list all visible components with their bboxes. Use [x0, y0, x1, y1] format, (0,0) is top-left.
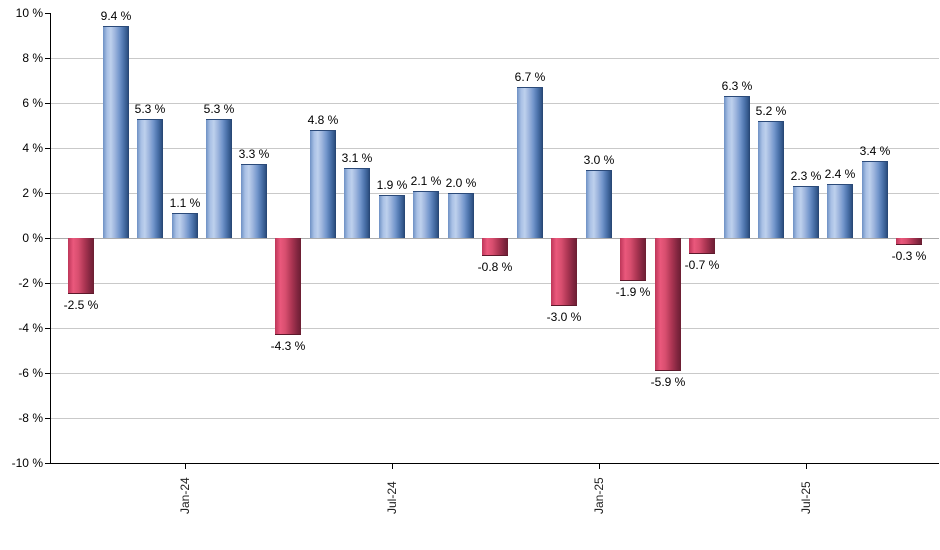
y-axis-tick-label: 8 % — [22, 51, 43, 65]
bar-value-label: 1.9 % — [376, 178, 408, 192]
y-axis-tick — [45, 463, 50, 464]
positive-return-bar — [379, 195, 405, 238]
positive-return-bar — [103, 26, 129, 238]
gridline — [51, 58, 939, 59]
y-axis-tick-label: -10 % — [11, 456, 43, 470]
negative-return-bar — [655, 238, 681, 371]
gridline — [51, 328, 939, 329]
positive-return-bar — [758, 121, 784, 238]
y-axis-tick — [45, 418, 50, 419]
gridline — [51, 193, 939, 194]
y-axis-tick-label: -8 % — [18, 411, 43, 425]
negative-return-bar — [68, 238, 94, 294]
bar-value-label: 6.7 % — [514, 70, 546, 84]
positive-return-bar — [344, 168, 370, 238]
bar-value-label: 6.3 % — [721, 79, 753, 93]
negative-return-bar — [689, 238, 715, 254]
negative-return-bar — [896, 238, 922, 245]
x-axis-line — [50, 463, 939, 464]
gridline — [51, 103, 939, 104]
x-axis-tick-label: Jul-24 — [385, 481, 399, 514]
positive-return-bar — [862, 161, 888, 238]
bar-value-label: 5.2 % — [755, 104, 787, 118]
negative-return-bar — [275, 238, 301, 335]
positive-return-bar — [206, 119, 232, 238]
positive-return-bar — [517, 87, 543, 238]
positive-return-bar — [586, 170, 612, 238]
positive-return-bar — [172, 213, 198, 238]
positive-return-bar — [241, 164, 267, 238]
bar-value-label: -2.5 % — [63, 298, 99, 312]
y-axis-tick-label: 2 % — [22, 186, 43, 200]
gridline — [51, 373, 939, 374]
bar-value-label: 2.3 % — [790, 169, 822, 183]
x-axis-tick — [185, 463, 186, 469]
positive-return-bar — [793, 186, 819, 238]
positive-return-bar — [724, 96, 750, 238]
y-axis-line — [50, 13, 51, 464]
bar-value-label: 3.1 % — [341, 151, 373, 165]
bar-value-label: -5.9 % — [650, 375, 686, 389]
y-axis-tick-label: 6 % — [22, 96, 43, 110]
x-axis-tick — [599, 463, 600, 469]
x-axis-tick-label: Jan-24 — [178, 477, 192, 514]
bar-value-label: 2.4 % — [824, 167, 856, 181]
y-axis-tick — [45, 58, 50, 59]
bar-value-label: 2.0 % — [445, 176, 477, 190]
bar-value-label: -1.9 % — [615, 285, 651, 299]
gridline — [51, 283, 939, 284]
bar-value-label: -0.3 % — [891, 249, 927, 263]
bar-value-label: -4.3 % — [270, 339, 306, 353]
y-axis-tick — [45, 238, 50, 239]
bar-value-label: 9.4 % — [100, 9, 132, 23]
y-axis-tick — [45, 13, 50, 14]
x-axis-tick — [392, 463, 393, 469]
y-axis-tick — [45, 283, 50, 284]
bar-value-label: 2.1 % — [410, 174, 442, 188]
y-axis-tick-label: -6 % — [18, 366, 43, 380]
y-axis-tick — [45, 148, 50, 149]
x-axis-tick-label: Jan-25 — [592, 477, 606, 514]
gridline — [51, 148, 939, 149]
x-axis-tick — [806, 463, 807, 469]
negative-return-bar — [551, 238, 577, 306]
y-axis-tick — [45, 373, 50, 374]
positive-return-bar — [137, 119, 163, 238]
negative-return-bar — [482, 238, 508, 256]
bar-value-label: 3.0 % — [583, 153, 615, 167]
positive-return-bar — [827, 184, 853, 238]
gridline — [51, 418, 939, 419]
positive-return-bar — [448, 193, 474, 238]
y-axis-tick-label: 4 % — [22, 141, 43, 155]
bar-value-label: -3.0 % — [546, 310, 582, 324]
bar-value-label: 1.1 % — [169, 196, 201, 210]
positive-return-bar — [310, 130, 336, 238]
y-axis-tick — [45, 193, 50, 194]
bar-value-label: 5.3 % — [134, 102, 166, 116]
y-axis-tick-label: 10 % — [15, 6, 43, 20]
y-axis-tick — [45, 103, 50, 104]
positive-return-bar — [413, 191, 439, 238]
y-axis-tick-label: 0 % — [22, 231, 43, 245]
y-axis-tick — [45, 328, 50, 329]
y-axis-tick-label: -4 % — [18, 321, 43, 335]
bar-value-label: 3.4 % — [859, 144, 891, 158]
bar-value-label: 5.3 % — [203, 102, 235, 116]
bar-value-label: -0.8 % — [477, 260, 513, 274]
negative-return-bar — [620, 238, 646, 281]
y-axis-tick-label: -2 % — [18, 276, 43, 290]
x-axis-tick-label: Jul-25 — [799, 481, 813, 514]
bar-value-label: 4.8 % — [307, 113, 339, 127]
bar-value-label: 3.3 % — [238, 147, 270, 161]
bar-value-label: -0.7 % — [684, 258, 720, 272]
